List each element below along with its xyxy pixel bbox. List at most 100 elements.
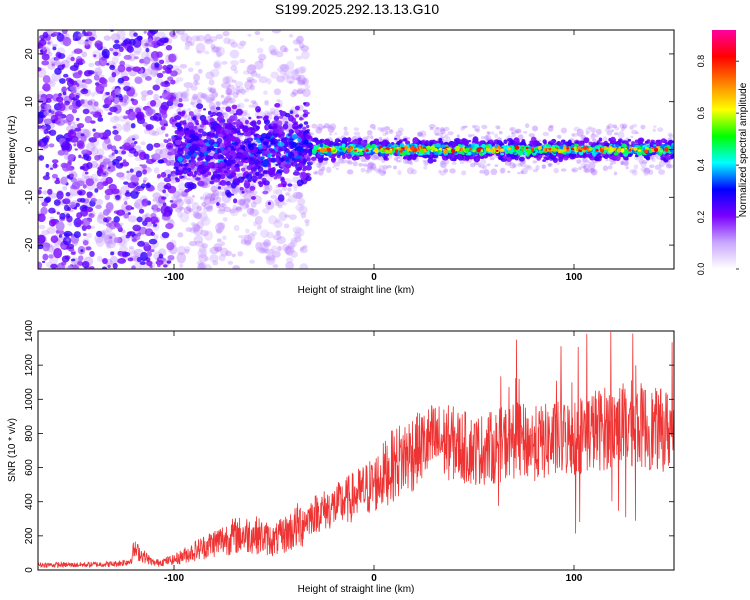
heatmap-cell: [242, 109, 248, 115]
heatmap-cell: [375, 169, 382, 174]
heatmap-cell: [249, 259, 255, 264]
heatmap-cell: [278, 211, 287, 222]
heatmap-cell: [213, 128, 217, 132]
heatmap-cell: [213, 109, 218, 113]
heatmap-cell: [41, 201, 48, 207]
heatmap-cell: [652, 128, 656, 133]
heatmap-cell: [52, 119, 56, 124]
heatmap-cell: [254, 30, 261, 36]
heatmap-cell: [297, 197, 306, 206]
heatmap-cell: [246, 76, 255, 82]
heatmap-cell: [61, 64, 66, 68]
heatmap-cell: [231, 79, 237, 83]
heatmap-cell: [44, 196, 52, 203]
heatmap-cell: [241, 167, 246, 172]
heatmap-cell: [198, 169, 202, 173]
heatmap-cell: [73, 48, 83, 54]
heatmap-cell: [240, 202, 249, 210]
heatmap-cell: [243, 234, 253, 245]
heatmap-cell: [39, 49, 44, 53]
heatmap-cell: [331, 157, 336, 161]
heatmap-cell: [213, 152, 220, 160]
heatmap-cell: [423, 160, 429, 166]
heatmap-cell: [133, 32, 138, 37]
heatmap-cell: [112, 56, 119, 65]
heatmap-cell: [608, 155, 616, 160]
heatmap-cell: [174, 129, 180, 135]
heatmap-cell: [211, 45, 220, 54]
heatmap-cell: [176, 91, 184, 99]
heatmap-cell: [158, 143, 166, 148]
heatmap-cell: [481, 124, 488, 130]
heatmap-cell: [220, 247, 229, 257]
heatmap-cell: [372, 141, 377, 145]
heatmap-cell: [552, 157, 558, 163]
heatmap-cell: [199, 245, 207, 254]
heatmap-cell: [152, 131, 160, 137]
heatmap-cell: [180, 91, 188, 99]
heatmap-cell: [598, 137, 603, 142]
heatmap-cell: [96, 214, 106, 224]
heatmap-cell: [54, 60, 62, 66]
heatmap-cell: [644, 140, 649, 144]
heatmap-cell: [112, 97, 120, 105]
heatmap-cell: [197, 248, 208, 259]
heatmap-cell: [104, 237, 113, 247]
heatmap-cell: [202, 192, 211, 201]
heatmap-cell: [444, 133, 449, 139]
heatmap-cell: [210, 43, 216, 50]
heatmap-cell: [295, 36, 304, 45]
heatmap-cell: [42, 83, 51, 92]
heatmap-cell: [296, 145, 304, 152]
heatmap-cell: [268, 44, 277, 54]
heatmap-cell: [578, 166, 582, 171]
heatmap-cell: [268, 126, 272, 130]
heatmap-cell: [500, 167, 506, 173]
heatmap-cell: [139, 188, 144, 192]
heatmap-cell: [194, 119, 199, 124]
heatmap-cell: [341, 143, 346, 147]
heatmap-cell: [275, 230, 282, 237]
heatmap-cell: [346, 137, 352, 143]
heatmap-cell: [102, 131, 111, 137]
heatmap-cell: [205, 96, 214, 104]
heatmap-cell: [212, 189, 220, 197]
heatmap-cell: [199, 261, 205, 267]
heatmap-cell: [322, 125, 327, 129]
heatmap-cell: [74, 148, 78, 151]
heatmap-cell: [189, 177, 197, 182]
heatmap-cell: [175, 136, 183, 141]
heatmap-cell: [290, 237, 298, 244]
heatmap-cell: [191, 95, 199, 101]
heatmap-cell: [81, 149, 91, 156]
heatmap-cell: [159, 109, 167, 115]
heatmap-cell: [207, 86, 213, 91]
heatmap-cell: [222, 30, 230, 37]
heatmap-cell: [260, 140, 265, 143]
heatmap-cell: [112, 262, 118, 269]
heatmap-cell: [167, 154, 172, 160]
heatmap-cell: [394, 137, 398, 140]
heatmap-cell: [256, 115, 260, 119]
heatmap-cell: [124, 200, 128, 205]
heatmap-cell: [482, 164, 487, 170]
heatmap-cell: [193, 225, 203, 237]
heatmap-cell: [188, 129, 196, 135]
heatmap-cell: [480, 164, 485, 169]
heatmap-cell: [101, 48, 110, 59]
heatmap-cell: [282, 243, 289, 252]
heatmap-cell: [196, 91, 205, 99]
heatmap-cell: [108, 232, 116, 237]
heatmap-cell: [525, 123, 530, 129]
heatmap-cell: [121, 150, 127, 155]
heatmap-cell: [69, 173, 75, 178]
heatmap-cell: [167, 173, 171, 178]
heatmap-cell: [286, 137, 291, 141]
heatmap-cell: [407, 137, 411, 140]
heatmap-cell: [654, 164, 662, 170]
heatmap-cell: [166, 142, 174, 150]
heatmap-cell: [184, 246, 191, 252]
heatmap-cell: [93, 101, 99, 107]
heatmap-cell: [262, 190, 269, 195]
heatmap-cell: [161, 196, 167, 200]
